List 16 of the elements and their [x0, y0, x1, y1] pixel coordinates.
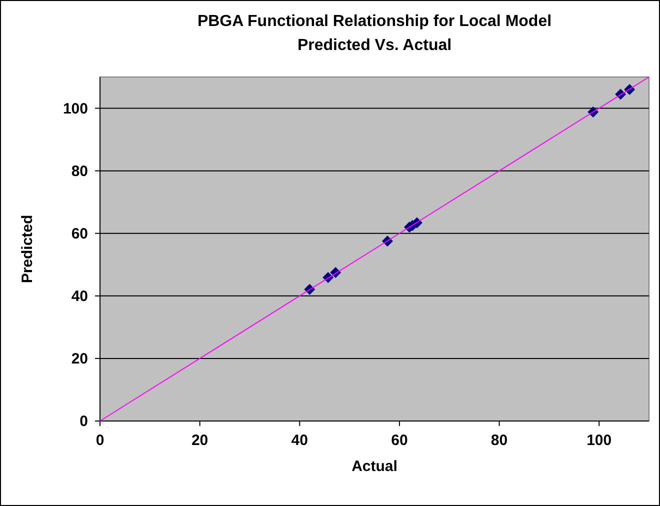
x-axis-title: Actual [352, 458, 398, 475]
y-tick-label: 0 [80, 413, 88, 430]
y-tick-label: 100 [62, 100, 88, 118]
x-tick-label: 80 [490, 432, 508, 449]
y-axis-title: Predicted [19, 214, 36, 284]
x-tick-label: 40 [291, 432, 308, 449]
x-tick-label: 100 [586, 432, 612, 449]
chart-title: PBGA Functional Relationship for Local Model [197, 13, 552, 30]
x-tick-label: 0 [96, 432, 104, 449]
y-tick-label: 60 [71, 225, 88, 242]
x-tick-label: 60 [391, 432, 408, 449]
y-tick-label: 20 [71, 350, 88, 368]
y-tick-label: 40 [71, 288, 88, 305]
y-tick-label: 80 [71, 162, 88, 180]
x-tick-label: 20 [191, 432, 208, 449]
chart-subtitle: Predicted Vs. Actual [297, 37, 452, 54]
